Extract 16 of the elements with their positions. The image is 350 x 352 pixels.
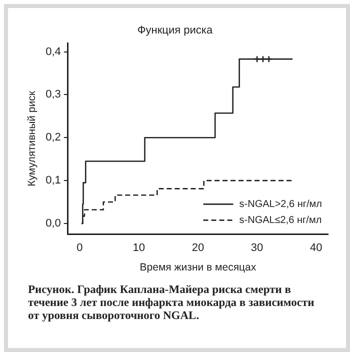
x-tick-label: 40 [310,242,322,254]
x-tick-label: 20 [192,242,204,254]
x-tick-label: 30 [250,242,264,254]
text: Рисунок. График Каплана-Майера риска смерти в течение 3 лет после инфаркта миокарда в зависимости от уровня сывороточного NGAL. [28,284,316,323]
legend-label: s-NGAL>2,6 нг/мл [239,198,322,210]
y-tick-label: 0,4 [46,46,61,58]
x-tick-label: 10 [132,242,145,254]
y-tick-label: 0,3 [46,88,61,101]
y-tick-label: 0,1 [46,174,61,187]
chart-title: Функция риска [137,24,214,37]
x-tick-label: 0 [76,242,83,254]
legend-label: s-NGAL≤2,6 нг/мл [239,214,322,226]
y-tick-label: 0,2 [46,132,61,144]
y-tick-label: 0,0 [46,218,61,230]
x-axis-title: Время жизни в месяцах [140,262,257,274]
y-axis-title: Кумулятивный риск [26,90,38,186]
